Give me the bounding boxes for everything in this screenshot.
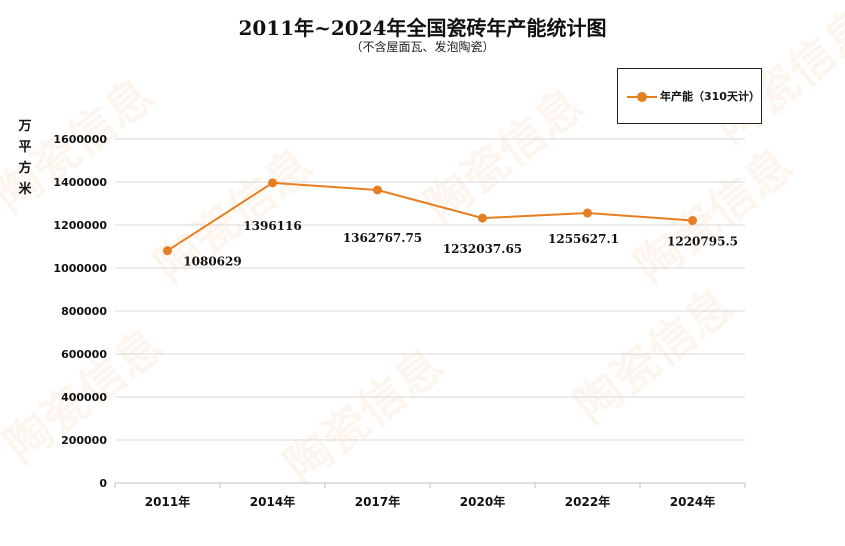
data-point [268,178,277,188]
data-label: 1255627.1 [548,232,619,246]
legend: 年产能（310天计） [617,68,762,124]
data-label: 1362767.75 [343,231,422,245]
legend-label: 年产能（310天计） [660,90,760,103]
series-line [166,181,693,252]
data-label: 1220795.5 [667,235,738,249]
y-tick-label: 600000 [61,348,107,361]
data-point [583,208,592,218]
y-tick-label: 1400000 [53,176,107,189]
legend-marker [637,92,647,102]
y-tick-label: 400000 [61,391,107,404]
data-point [373,185,382,195]
y-tick-label: 800000 [61,305,107,318]
data-point [478,213,487,223]
data-point [163,246,172,256]
y-tick-label: 1600000 [53,133,107,146]
y-tick-label: 200000 [61,434,107,447]
data-label: 1232037.65 [443,242,522,256]
data-point [688,216,697,226]
y-tick-label: 1000000 [53,262,107,275]
x-tick-label: 2014年 [250,494,295,509]
y-tick-label: 0 [99,477,107,490]
x-tick-label: 2024年 [670,494,715,509]
y-axis-label: 万平方米 [18,119,32,197]
chart-title: 2011年~2024年全国瓷砖年产能统计图 [238,16,607,40]
x-tick-label: 2020年 [460,494,505,509]
x-tick-label: 2022年 [565,494,610,509]
x-tick-label: 2011年 [145,494,190,509]
data-label: 1080629 [183,255,241,269]
x-tick-label: 2017年 [355,494,400,509]
data-label: 1396116 [243,219,301,233]
chart-subtitle: （不含屋面瓦、发泡陶瓷） [350,40,495,54]
y-tick-label: 1200000 [53,219,107,232]
